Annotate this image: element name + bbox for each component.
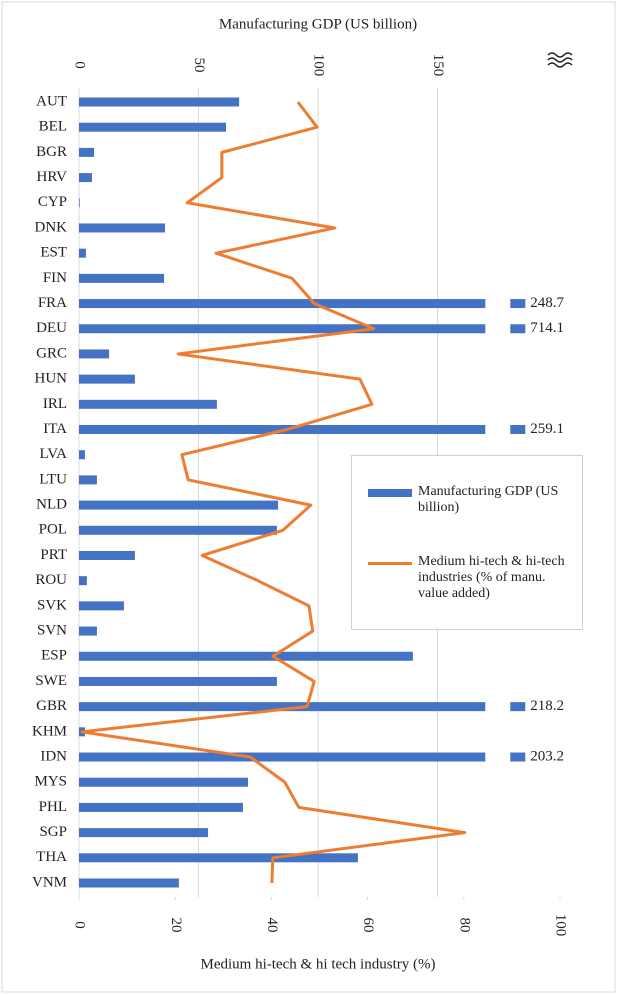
y-tick-label: PRT bbox=[40, 547, 67, 563]
data-label: 259.1 bbox=[530, 421, 564, 437]
y-tick-label: DNK bbox=[35, 219, 68, 235]
legend-label: Manufacturing GDP (US billion) bbox=[418, 484, 559, 515]
bar bbox=[79, 878, 179, 888]
x-tick-label: 50 bbox=[191, 58, 207, 73]
bar bbox=[79, 752, 486, 762]
legend-swatch bbox=[368, 489, 412, 497]
y-tick-label: IRL bbox=[43, 396, 67, 412]
bar bbox=[79, 273, 165, 283]
legend-item: Manufacturing GDP (US billion) bbox=[368, 484, 578, 516]
legend-swatch bbox=[368, 562, 412, 565]
axis-break bbox=[547, 62, 573, 68]
y-tick-label: HUN bbox=[35, 371, 68, 387]
bar bbox=[79, 550, 135, 560]
bar-overflow bbox=[510, 324, 526, 334]
y-tick-label: AUT bbox=[36, 93, 67, 109]
x2-tick-label: 40 bbox=[264, 918, 280, 933]
legend-item: Medium hi-tech & hi-tech industries (% o… bbox=[368, 554, 578, 602]
bar bbox=[79, 450, 85, 460]
bar bbox=[79, 601, 124, 611]
axis-break bbox=[547, 57, 573, 63]
x-axis-title: Manufacturing GDP (US billion) bbox=[219, 16, 417, 32]
y-tick-label: SGP bbox=[39, 824, 67, 840]
x2-tick-label: 100 bbox=[553, 914, 569, 937]
x2-tick-label: 60 bbox=[360, 918, 376, 933]
y-tick-label: ESP bbox=[41, 648, 67, 664]
bar bbox=[79, 122, 226, 132]
y-tick-label: LVA bbox=[39, 446, 67, 462]
x-tick-label: 150 bbox=[430, 54, 446, 77]
y-tick-label: NLD bbox=[36, 497, 67, 513]
bar bbox=[79, 475, 97, 485]
y-tick-label: GBR bbox=[36, 698, 67, 714]
axis-break bbox=[547, 52, 573, 58]
y-tick-label: SWE bbox=[35, 673, 67, 689]
bar bbox=[79, 223, 166, 233]
bar bbox=[79, 374, 135, 384]
x2-axis-title: Medium hi-tech & hi tech industry (%) bbox=[201, 956, 436, 972]
bar bbox=[79, 248, 86, 258]
x2-tick-label: 0 bbox=[72, 921, 88, 929]
y-tick-label: FIN bbox=[43, 270, 67, 286]
x2-tick-label: 80 bbox=[456, 918, 472, 933]
y-tick-label: BEL bbox=[39, 119, 67, 135]
y-tick-label: FRA bbox=[38, 295, 67, 311]
bar-overflow bbox=[510, 299, 526, 309]
y-tick-label: DEU bbox=[36, 320, 67, 336]
line bbox=[80, 101, 467, 884]
data-label: 218.2 bbox=[530, 698, 564, 714]
y-tick-label: ITA bbox=[43, 421, 67, 437]
bar bbox=[79, 626, 97, 636]
bar bbox=[79, 702, 486, 712]
data-label: 248.7 bbox=[530, 295, 564, 311]
bar bbox=[79, 173, 92, 183]
y-tick-label: VNM bbox=[32, 874, 67, 890]
y-tick-label: EST bbox=[40, 245, 67, 261]
legend: Manufacturing GDP (US billion) Medium hi… bbox=[351, 455, 583, 630]
bar bbox=[79, 299, 486, 309]
bar bbox=[79, 147, 95, 157]
data-label: 714.1 bbox=[530, 320, 564, 336]
bar bbox=[79, 777, 248, 787]
y-tick-label: SVN bbox=[37, 623, 67, 639]
bar bbox=[79, 525, 277, 535]
x-tick-label: 100 bbox=[311, 54, 327, 77]
data-label: 203.2 bbox=[530, 748, 564, 764]
y-tick-label: BGR bbox=[36, 144, 67, 160]
x2-tick-label: 20 bbox=[168, 918, 184, 933]
y-tick-label: GRC bbox=[36, 345, 67, 361]
y-tick-label: HRV bbox=[37, 169, 68, 185]
bar-overflow bbox=[510, 752, 526, 762]
y-tick-label: THA bbox=[36, 849, 67, 865]
bar bbox=[79, 349, 110, 359]
y-tick-label: POL bbox=[39, 522, 67, 538]
bar bbox=[79, 853, 358, 863]
bar bbox=[79, 828, 209, 838]
bar bbox=[79, 500, 279, 510]
bar bbox=[79, 576, 87, 586]
y-tick-label: IDN bbox=[40, 748, 67, 764]
x-tick-label: 0 bbox=[72, 61, 88, 69]
legend-label: Medium hi-tech & hi-tech industries (% o… bbox=[418, 554, 565, 601]
bar bbox=[79, 802, 243, 812]
bar-overflow bbox=[510, 702, 526, 712]
bar bbox=[79, 676, 277, 686]
bar bbox=[79, 324, 486, 334]
bar bbox=[79, 198, 80, 208]
y-tick-label: ROU bbox=[35, 572, 67, 588]
y-tick-label: LTU bbox=[39, 471, 67, 487]
bar bbox=[79, 97, 240, 107]
y-tick-label: MYS bbox=[34, 774, 67, 790]
bar-overflow bbox=[510, 425, 526, 435]
y-tick-label: KHM bbox=[32, 723, 67, 739]
bar bbox=[79, 651, 413, 661]
y-tick-label: PHL bbox=[39, 799, 67, 815]
y-tick-label: CYP bbox=[38, 194, 67, 210]
bar bbox=[79, 399, 217, 409]
y-tick-label: SVK bbox=[37, 597, 67, 613]
